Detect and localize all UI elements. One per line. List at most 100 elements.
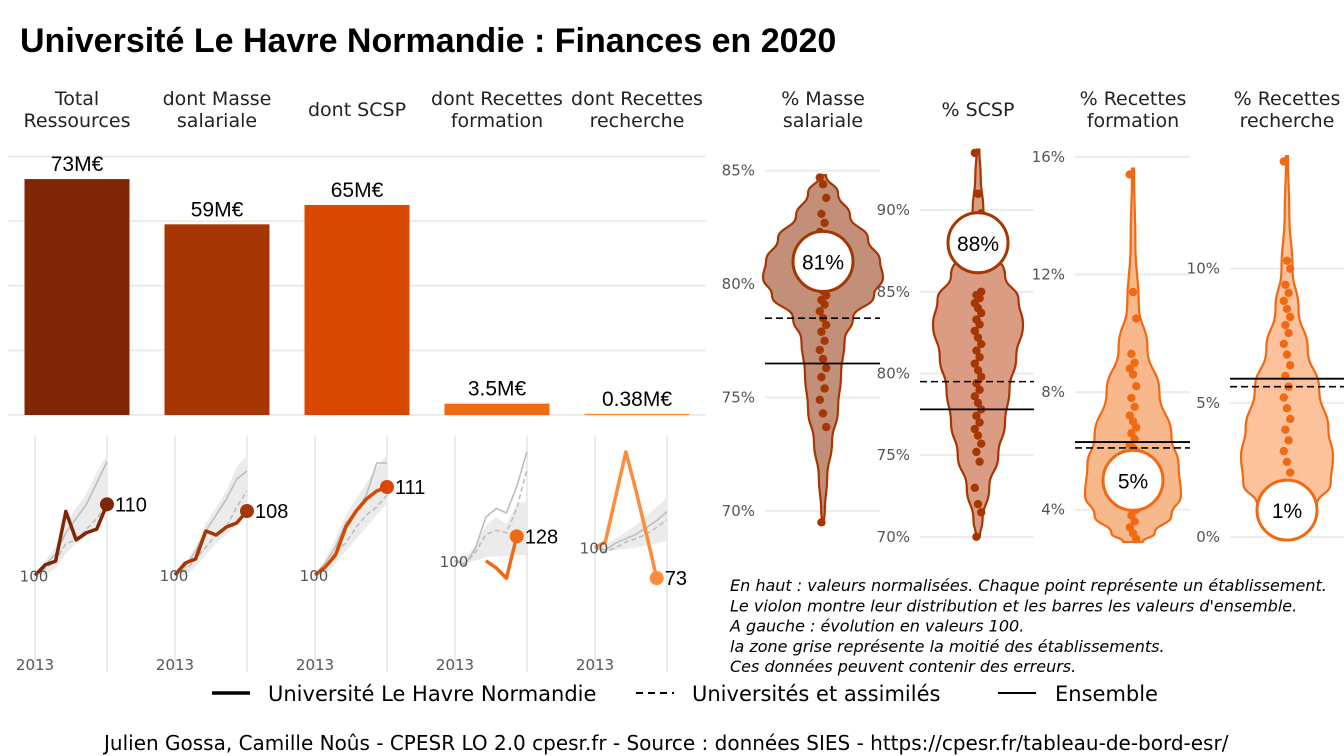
evo-main-line	[173, 509, 249, 577]
evo-universites-line	[594, 518, 668, 554]
violin-point	[977, 439, 986, 448]
violin-tick-label: 70%	[877, 528, 910, 546]
evo-interquartile-band	[175, 455, 247, 575]
violin-point	[822, 193, 831, 203]
legend: Université Le Havre Normandie Universités…	[212, 682, 1158, 706]
evo-main-line	[594, 450, 659, 579]
violin-point	[970, 148, 979, 158]
evo-main-line	[484, 535, 519, 580]
violin-value-bubble	[791, 229, 855, 293]
violin-point	[1125, 170, 1135, 179]
violin-point	[1132, 382, 1141, 391]
violin-point	[1282, 304, 1292, 314]
evo-end-label: 110	[115, 494, 147, 516]
violin-value-label: 88%	[957, 233, 999, 256]
violin-point	[972, 346, 981, 355]
evo-end-label: 73	[665, 568, 687, 590]
violin-header: % Masse salariale	[781, 88, 865, 132]
violin-point	[1279, 296, 1289, 306]
evo-end-point	[100, 497, 114, 512]
violin-point	[970, 424, 979, 434]
violin-point	[1284, 288, 1293, 298]
violin-value-label: 1%	[1272, 500, 1302, 523]
violin-point	[973, 398, 983, 408]
violin-point	[1279, 446, 1289, 456]
bar-category-header: dont Recettes formation	[431, 88, 563, 132]
violin-point	[975, 385, 984, 394]
page-title: Université Le Havre Normandie : Finances…	[20, 22, 837, 60]
violin-tick-label: 80%	[722, 275, 755, 293]
violin-tick-label: 12%	[1032, 265, 1065, 283]
violin-point	[1282, 350, 1292, 359]
evo-baseline-label: 100	[440, 553, 469, 571]
evo-end-point	[240, 504, 254, 518]
evo-baseline-label: 100	[580, 540, 609, 558]
violin-point	[817, 518, 826, 527]
evo-interquartile-band	[315, 455, 387, 575]
violin-point	[815, 307, 824, 316]
violin-point	[1282, 403, 1292, 413]
violin-point	[820, 336, 829, 346]
violin-value-label: 81%	[802, 251, 844, 274]
note-line: A gauche : évolution en valeurs 100.	[729, 617, 1024, 636]
evo-end-point	[649, 571, 664, 586]
evo-main-line	[313, 485, 388, 577]
violin-point	[977, 339, 986, 349]
violin-point	[1132, 534, 1141, 544]
bar	[164, 224, 270, 415]
evo-year-label: 2013	[576, 656, 614, 674]
bar-data-label: 59M€	[191, 198, 244, 221]
violin-header: % Recettes formation	[1080, 88, 1187, 132]
violin-point	[1281, 320, 1290, 330]
violin-header: % Recettes recherche	[1234, 88, 1341, 132]
violin-point	[973, 499, 983, 509]
violin-point	[975, 320, 984, 329]
violin-value-bubble	[1101, 448, 1165, 512]
violin-point	[818, 409, 828, 418]
violin-point	[1279, 339, 1289, 349]
bar-chart: Total Ressources 73M€ dont Masse salariale 59…	[8, 88, 706, 416]
violin-point	[822, 363, 831, 373]
violin-tick-label: 90%	[877, 201, 910, 219]
violin-tick-label: 0%	[1196, 528, 1220, 546]
violin-point	[977, 372, 986, 381]
bar	[584, 413, 690, 415]
violin-charts: % Masse salariale 70% 75% 80% 85% 81% % SCSP 70%…	[722, 88, 1344, 546]
violin-tick-label: 10%	[1187, 260, 1220, 278]
violin-value-bubble	[946, 211, 1010, 275]
violin-point	[970, 326, 979, 336]
violin-point	[1286, 361, 1295, 370]
violin-point	[973, 333, 983, 342]
evo-ensemble-line	[594, 511, 668, 551]
note-line: Le violon montre leur distribution et le…	[730, 596, 1297, 615]
evo-baseline-label: 100	[300, 567, 329, 585]
violin-point	[817, 372, 826, 382]
bar-category-header: dont Masse salariale	[163, 88, 272, 132]
violin-point	[1130, 402, 1139, 411]
legend-label: Université Le Havre Normandie	[268, 682, 596, 706]
evo-interquartile-band	[35, 454, 107, 576]
bar	[304, 204, 410, 415]
violin-tick-label: 80%	[877, 364, 910, 382]
violin-tick-label: 8%	[1041, 383, 1065, 401]
violin-tick-label: 75%	[722, 389, 755, 407]
bar-data-label: 3.5M€	[468, 378, 527, 401]
evo-main-line	[33, 503, 109, 577]
violin-point	[1284, 328, 1293, 338]
violin-point	[975, 457, 984, 466]
violin-point	[815, 345, 824, 355]
violin-point	[972, 532, 981, 542]
bar-data-label: 73M€	[51, 153, 104, 176]
violin-point	[1286, 312, 1295, 322]
violin-point	[973, 365, 983, 375]
violin-value-bubble	[1255, 478, 1319, 542]
evo-year-label: 2013	[16, 656, 54, 674]
violin-tick-label: 16%	[1032, 148, 1065, 166]
bar-category-header: dont Recettes recherche	[571, 88, 703, 132]
violin-point	[820, 384, 829, 393]
violin-point	[975, 418, 984, 427]
violin-point	[1127, 349, 1136, 359]
violin-tick-label: 85%	[722, 162, 755, 180]
bar-data-label: 65M€	[331, 179, 384, 202]
